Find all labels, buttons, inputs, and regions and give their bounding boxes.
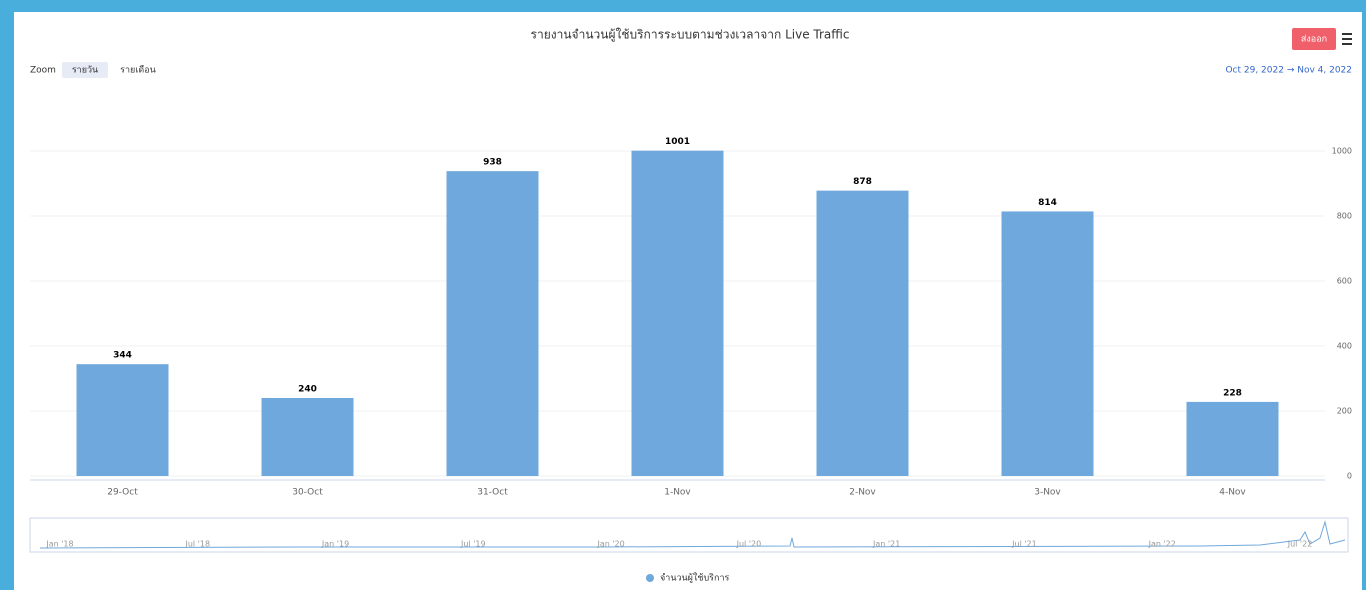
navigator-label: Jul '19	[460, 540, 486, 549]
y-tick-label: 800	[1337, 212, 1352, 221]
x-tick-label: 31-Oct	[477, 488, 508, 498]
navigator-label: Jan '21	[872, 540, 900, 549]
navigator-label: Jul '18	[184, 540, 210, 549]
x-tick-label: 1-Nov	[664, 488, 691, 498]
x-tick-label: 30-Oct	[292, 488, 323, 498]
bar	[261, 398, 354, 476]
navigator-label: Jul '22	[1287, 540, 1313, 549]
bar	[76, 364, 169, 476]
data-label: 228	[1223, 388, 1242, 398]
zoom-button[interactable]: รายเดือน	[120, 65, 156, 76]
data-label: 814	[1038, 198, 1057, 208]
zoom-button-bg[interactable]	[62, 62, 108, 78]
bar	[1186, 401, 1279, 476]
date-range: Oct 29, 2022 → Nov 4, 2022	[1225, 66, 1352, 76]
menu-icon[interactable]	[1342, 33, 1352, 45]
navigator-label: Jan '22	[1148, 540, 1176, 549]
zoom-button[interactable]: รายวัน	[72, 66, 98, 76]
navigator-label: Jul '20	[736, 540, 762, 549]
x-tick-label: 29-Oct	[107, 488, 138, 498]
y-tick-label: 200	[1337, 407, 1352, 416]
navigator-label: Jan '19	[321, 540, 349, 549]
zoom-label: Zoom	[30, 66, 56, 76]
x-tick-label: 2-Nov	[849, 488, 876, 498]
bar	[446, 171, 539, 476]
y-tick-label: 1000	[1332, 147, 1352, 156]
data-label: 938	[483, 158, 502, 168]
bar	[631, 150, 724, 477]
data-label: 344	[113, 351, 132, 361]
navigator-label: Jan '18	[45, 540, 73, 549]
x-tick-label: 3-Nov	[1034, 488, 1061, 498]
bar	[816, 190, 909, 476]
y-tick-label: 400	[1337, 342, 1352, 351]
legend-label: จำนวนผู้ใช้บริการ	[660, 573, 730, 584]
x-tick-label: 4-Nov	[1219, 488, 1246, 498]
export-button[interactable]: ส่งออก	[1301, 35, 1327, 45]
navigator-label: Jul '21	[1011, 540, 1037, 549]
chart-title: รายงานจำนวนผู้ใช้บริการระบบตามช่วงเวลาจา…	[531, 28, 850, 43]
navigator	[29, 517, 1349, 553]
legend-marker	[646, 574, 654, 582]
data-label: 240	[298, 385, 317, 395]
navigator-label: Jan '20	[596, 540, 624, 549]
data-label: 1001	[665, 137, 690, 147]
y-tick-label: 600	[1337, 277, 1352, 286]
navigator-line	[39, 520, 1346, 549]
data-label: 878	[853, 177, 872, 187]
export-button-bg[interactable]	[1292, 28, 1336, 50]
y-tick-label: 0	[1347, 472, 1352, 481]
bar	[1001, 211, 1094, 476]
